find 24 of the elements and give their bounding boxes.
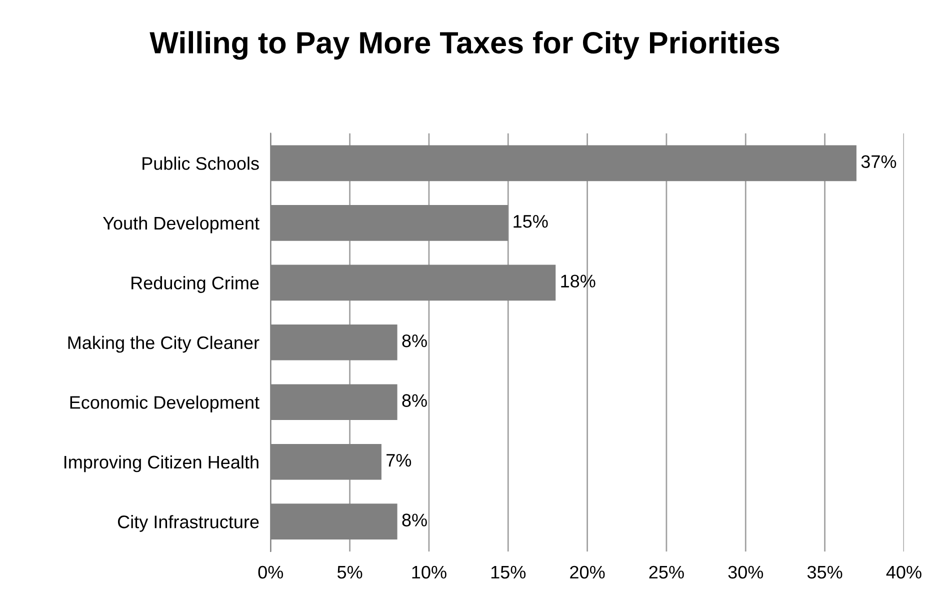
y-tick-label: Making the City Cleaner <box>68 336 260 353</box>
x-tick-label: 10% <box>412 566 446 579</box>
x-tick-label: 20% <box>570 566 605 579</box>
y-tick-label: Economic Development <box>70 396 260 412</box>
x-tick-label: 15% <box>491 566 526 579</box>
x-tick-label: 35% <box>807 566 842 579</box>
y-tick-label: Improving Citizen Health <box>64 455 258 472</box>
data-label: 8% <box>402 334 427 348</box>
data-label: 7% <box>386 454 412 467</box>
x-tick-label: 40% <box>886 566 922 579</box>
x-tick-label: 25% <box>649 566 684 579</box>
x-tick-label: 0% <box>258 566 284 579</box>
chart-title: Willing to Pay More Taxes for City Priorities <box>150 31 780 60</box>
data-label: 15% <box>514 215 548 228</box>
y-tick-label: Youth Development <box>102 216 260 234</box>
data-label: 18% <box>561 274 596 288</box>
x-tick-label: 30% <box>728 566 764 579</box>
data-label: 37% <box>861 155 896 168</box>
y-tick-label: Reducing Crime <box>132 276 259 293</box>
x-tick-label: 5% <box>337 566 362 579</box>
data-label: 8% <box>402 394 427 407</box>
y-tick-label: City Infrastructure <box>118 515 259 532</box>
y-tick-label: Public Schools <box>142 156 259 170</box>
data-label: 8% <box>402 514 427 526</box>
